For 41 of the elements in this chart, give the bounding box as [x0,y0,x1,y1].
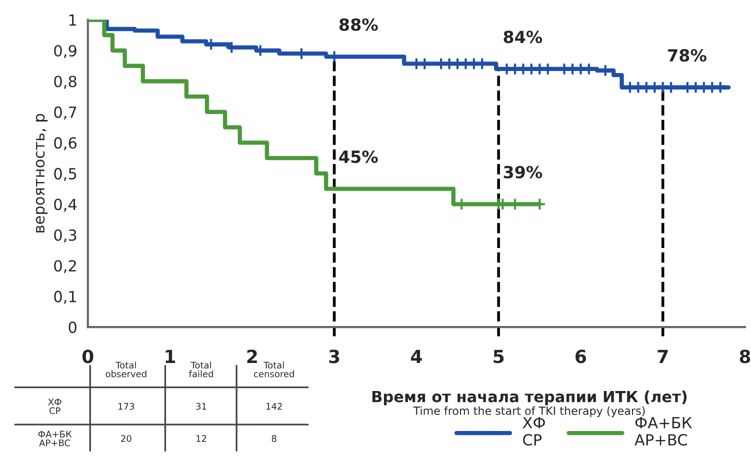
annotation: 39% [504,166,542,178]
y-tick-label: 1 [69,14,76,26]
x-tick-label: 4 [410,350,422,363]
annotation: 88% [339,18,378,31]
text: 20 [121,435,132,442]
annotation: 84% [504,30,542,44]
text: 173 [118,402,134,410]
x-tick-label: 6 [576,350,586,364]
text: Total failed [188,362,213,378]
y-tick-label: 0,7 [54,106,76,120]
y-tick-label: 0,4 [54,198,77,212]
y-tick-label: 0 [68,322,76,334]
annotation: 45% [339,150,378,164]
legend-label: ФА+БК AP+BC [634,417,692,446]
x-tick-label: 5 [494,350,504,364]
y-tick-label: 0,3 [54,229,76,242]
text: ХФ CP [48,398,62,414]
y-tick-label: 0,9 [54,44,76,58]
text: Total observed [106,362,146,378]
text: 8 [272,435,276,442]
legend-label: ХФ CP [522,417,545,446]
y-tick-label: 0,6 [54,137,76,150]
text: Total censored [254,362,294,378]
x-tick-label: 7 [658,350,668,363]
y-tick-label: 0,5 [54,168,76,181]
x-axis-title: Время от начала терапии ИТК (лет) [372,390,687,406]
x-tick-label: 3 [329,350,340,364]
y-tick-label: 0,8 [54,76,76,89]
text: 31 [196,402,206,410]
y-tick-label: 0,1 [54,290,76,304]
y-axis-title: вероятность, р [36,114,48,232]
x-tick-label: 8 [740,350,750,364]
annotation: 78% [668,49,706,62]
text: 12 [196,435,206,442]
x-tick-label: 0 [82,350,94,364]
text: ФА+БК AP+BC [38,430,72,446]
text: Time from the start of TKI therapy (years) [413,406,645,418]
x-tick-label: 2 [247,350,257,363]
x-tick-label: 1 [166,350,176,363]
y-tick-label: 0,2 [54,260,76,274]
text: 142 [266,402,282,410]
